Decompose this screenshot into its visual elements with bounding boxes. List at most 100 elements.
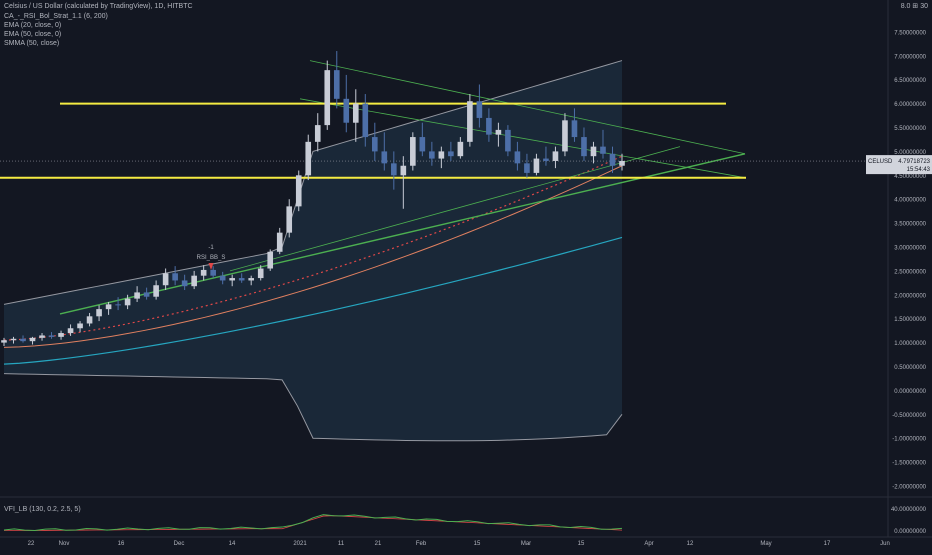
candle bbox=[609, 146, 616, 173]
candle-body bbox=[267, 251, 274, 269]
price-axis-tick: 1.00000000 bbox=[894, 341, 926, 347]
time-axis-tick: Nov bbox=[59, 541, 70, 547]
candle-body bbox=[467, 101, 473, 142]
candle bbox=[48, 332, 55, 339]
time-axis-tick: Dec bbox=[174, 541, 185, 547]
candle-body bbox=[514, 151, 521, 164]
candle-body bbox=[276, 232, 283, 252]
candle bbox=[105, 301, 112, 315]
candle-body bbox=[609, 153, 616, 166]
indicator-ema-20[interactable]: EMA (20, close, 0) bbox=[4, 22, 62, 29]
candle bbox=[219, 271, 226, 285]
candle-body bbox=[67, 328, 74, 334]
candle-body bbox=[181, 280, 188, 287]
candle bbox=[448, 141, 454, 161]
time-axis-tick: 16 bbox=[118, 541, 125, 547]
candle-body bbox=[324, 70, 331, 126]
candle bbox=[1, 337, 7, 346]
time-axis-tick: 2021 bbox=[293, 541, 307, 547]
price-axis-tick: 3.00000000 bbox=[894, 246, 926, 252]
candle-body bbox=[333, 70, 340, 99]
candle-body bbox=[238, 278, 245, 281]
candle-body bbox=[29, 337, 36, 342]
candle-body bbox=[134, 292, 140, 299]
candle-body bbox=[124, 298, 131, 306]
candle-body bbox=[191, 275, 197, 287]
candle-body bbox=[20, 338, 26, 342]
bar-countdown: 15:54:43 bbox=[907, 167, 931, 173]
candle bbox=[143, 287, 150, 300]
candle-body bbox=[1, 340, 7, 343]
current-price-symbol: CELUSD bbox=[868, 159, 893, 165]
symbol-title[interactable]: Celsius / US Dollar (calculated by Tradi… bbox=[4, 3, 193, 10]
candle-body bbox=[314, 125, 321, 142]
time-axis-tick: 22 bbox=[28, 541, 35, 547]
candle bbox=[343, 74, 350, 133]
price-axis-tick: 0.50000000 bbox=[894, 365, 926, 371]
candle-body bbox=[172, 273, 178, 281]
candle-body bbox=[352, 103, 359, 123]
time-axis-tick: Feb bbox=[416, 541, 427, 547]
price-axis-tick: -2.00000000 bbox=[892, 485, 926, 491]
candle-body bbox=[552, 151, 559, 161]
price-axis-tick: 5.50000000 bbox=[894, 126, 926, 132]
candle bbox=[333, 51, 340, 109]
candle-body bbox=[153, 285, 159, 297]
candle-body bbox=[505, 129, 511, 152]
smma-50-line bbox=[3, 236, 623, 365]
candle-body bbox=[77, 323, 83, 329]
rising-trend-line bbox=[59, 153, 746, 315]
candle-body bbox=[391, 163, 397, 176]
candle-body bbox=[438, 151, 445, 159]
candle-body bbox=[286, 206, 293, 233]
candle bbox=[248, 275, 255, 286]
candle-body bbox=[476, 101, 483, 118]
candle bbox=[276, 227, 283, 255]
candle bbox=[495, 122, 502, 147]
candle bbox=[476, 84, 483, 128]
candle bbox=[295, 170, 302, 212]
indicator-smma-50[interactable]: SMMA (50, close) bbox=[4, 40, 60, 47]
candle-body bbox=[419, 137, 426, 152]
candle-body bbox=[86, 316, 93, 324]
candle-body bbox=[533, 158, 540, 173]
candle-body bbox=[400, 165, 407, 176]
price-axis-tick: 2.50000000 bbox=[894, 269, 926, 275]
candle-body bbox=[200, 269, 207, 276]
time-axis-tick: Jun bbox=[880, 541, 890, 547]
candle bbox=[286, 199, 293, 238]
candle-body bbox=[10, 338, 17, 341]
candle bbox=[562, 113, 568, 157]
candle bbox=[457, 137, 464, 159]
candle bbox=[619, 153, 625, 171]
candle bbox=[39, 333, 45, 341]
candle bbox=[381, 132, 388, 171]
candle bbox=[115, 297, 121, 311]
candle bbox=[571, 108, 578, 142]
price-axis-tick: 3.50000000 bbox=[894, 222, 926, 228]
time-axis-tick: 11 bbox=[338, 541, 345, 547]
candle-body bbox=[295, 175, 302, 207]
price-axis-tick: 7.00000000 bbox=[894, 54, 926, 60]
indicator-ema-50[interactable]: EMA (50, close, 0) bbox=[4, 31, 62, 38]
bollinger-upper-line bbox=[3, 60, 623, 305]
current-price-value: 4.79718723 bbox=[898, 159, 930, 165]
candle-body bbox=[619, 160, 625, 166]
descending-trend-line bbox=[309, 60, 746, 155]
candle bbox=[524, 153, 530, 178]
scale-settings[interactable]: 8.0 ⊞ 30 bbox=[900, 3, 928, 10]
time-axis-tick: Apr bbox=[644, 541, 653, 547]
candle-body bbox=[58, 333, 64, 337]
price-axis-tick: -0.50000000 bbox=[892, 413, 926, 419]
vfi-indicator-title[interactable]: VFI_LB (130, 0.2, 2.5, 5) bbox=[4, 506, 81, 513]
candle-body bbox=[229, 278, 235, 281]
indicator-rsi-bol-strat[interactable]: CA_-_RSI_Bol_Strat_1.1 (6, 200) bbox=[4, 13, 108, 20]
candle-body bbox=[362, 103, 369, 138]
candle-body bbox=[105, 304, 112, 310]
ema-50-line bbox=[3, 165, 623, 348]
candle bbox=[600, 129, 606, 159]
candle-body bbox=[248, 278, 255, 281]
candle-body bbox=[210, 269, 216, 276]
